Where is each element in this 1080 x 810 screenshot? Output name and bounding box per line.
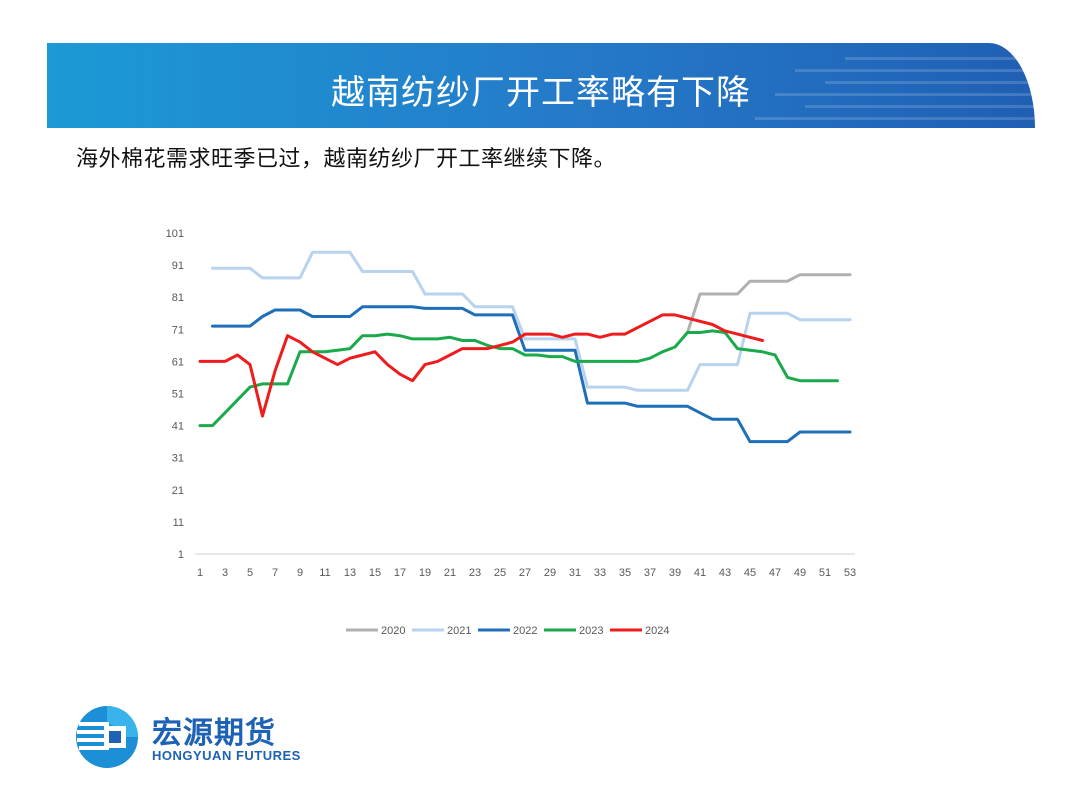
series-line-2023 [198, 329, 839, 428]
y-tick-label: 31 [172, 453, 184, 465]
series-line-2022 [211, 305, 852, 444]
banner-stripe [755, 117, 1035, 120]
x-tick-label: 7 [272, 567, 278, 579]
banner-stripe [795, 69, 1035, 72]
x-tick-label: 49 [794, 567, 806, 579]
series-line-2024 [198, 313, 764, 418]
x-tick-label: 27 [519, 567, 531, 579]
hongyuan-logo-icon [76, 706, 138, 768]
logo-name-en: HONGYUAN FUTURES [152, 748, 301, 763]
x-tick-label: 9 [297, 567, 303, 579]
y-tick-label: 11 [173, 517, 184, 529]
x-tick-label: 41 [694, 567, 706, 579]
chart-legend: 2020 2021 2022 2023 2024 [346, 625, 669, 637]
x-tick-label: 35 [619, 567, 631, 579]
y-tick-label: 61 [172, 356, 184, 368]
page-subtitle: 海外棉花需求旺季已过，越南纺纱厂开工率继续下降。 [76, 147, 617, 172]
banner-stripe [825, 81, 1035, 84]
logo-name-cn: 宏源期货 [152, 716, 276, 751]
y-tick-label: 101 [166, 228, 184, 240]
x-tick-label: 21 [444, 567, 456, 579]
banner-stripe [805, 105, 1035, 108]
y-tick-label: 1 [178, 549, 184, 561]
x-tick-label: 11 [319, 567, 330, 579]
x-tick-label: 3 [222, 567, 228, 579]
x-tick-label: 43 [719, 567, 731, 579]
legend-label: 2024 [645, 625, 669, 637]
x-tick-label: 15 [369, 567, 381, 579]
x-tick-label: 53 [844, 567, 856, 579]
banner-stripe [845, 57, 1035, 60]
x-tick-label: 33 [594, 567, 606, 579]
x-tick-label: 29 [544, 567, 556, 579]
y-tick-label: 71 [172, 324, 184, 336]
legend-label: 2023 [579, 625, 603, 637]
x-tick-label: 45 [744, 567, 756, 579]
x-tick-label: 25 [494, 567, 506, 579]
x-tick-label: 37 [644, 567, 656, 579]
x-tick-label: 13 [344, 567, 356, 579]
banner-stripe [775, 93, 1035, 96]
x-tick-label: 19 [419, 567, 431, 579]
x-tick-label: 5 [247, 567, 253, 579]
y-tick-label: 91 [172, 260, 184, 272]
y-tick-label: 51 [172, 389, 184, 401]
x-tick-label: 47 [769, 567, 781, 579]
chart-series [198, 250, 852, 444]
x-tick-label: 39 [669, 567, 681, 579]
x-tick-label: 31 [569, 567, 581, 579]
x-tick-label: 51 [819, 567, 831, 579]
legend-label: 2022 [513, 625, 537, 637]
y-tick-label: 81 [172, 292, 184, 304]
title-banner: 越南纺纱厂开工率略有下降 [47, 43, 1035, 128]
x-tick-label: 23 [469, 567, 481, 579]
y-tick-label: 41 [172, 421, 184, 433]
company-logo: 宏源期货 HONGYUAN FUTURES [74, 702, 314, 772]
series-line-2021 [211, 250, 852, 392]
page-title: 越南纺纱厂开工率略有下降 [331, 73, 751, 113]
series-line-2020 [686, 273, 852, 334]
y-tick-label: 21 [172, 485, 184, 497]
x-tick-label: 1 [197, 567, 203, 579]
legend-label: 2020 [381, 625, 405, 637]
legend-label: 2021 [447, 625, 471, 637]
x-tick-label: 17 [394, 567, 406, 579]
